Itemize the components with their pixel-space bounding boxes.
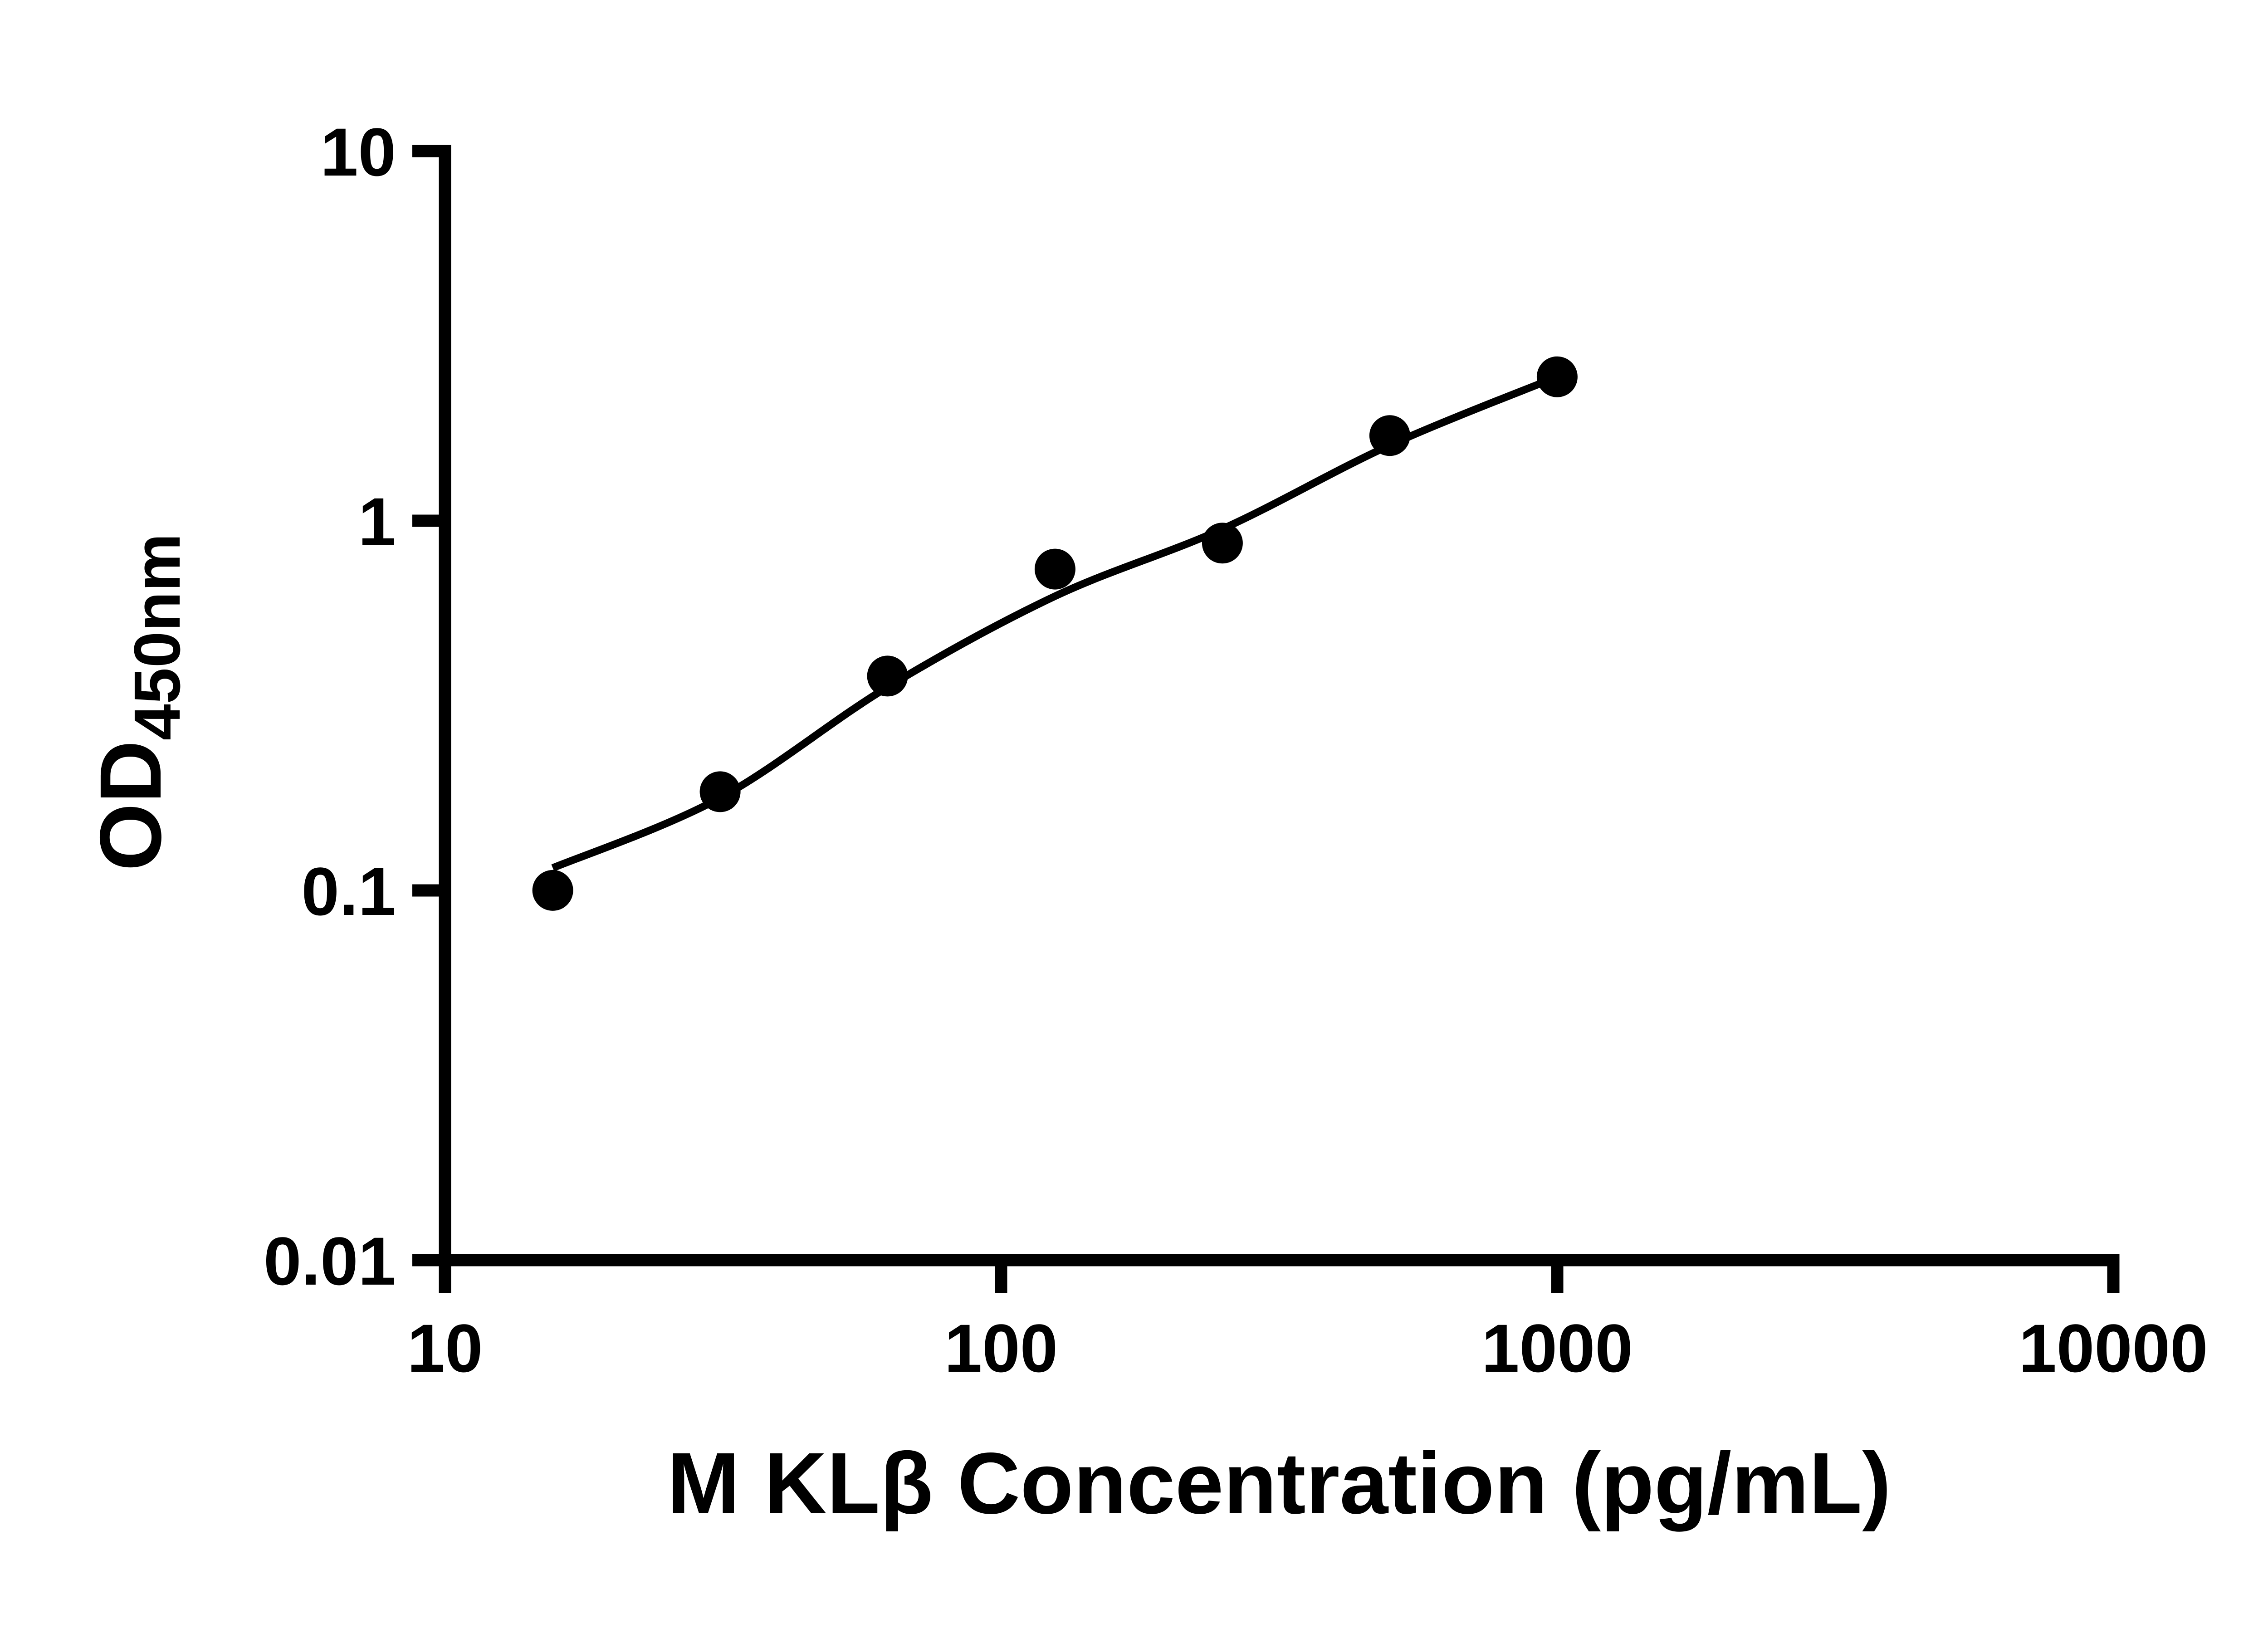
y-tick-label: 0.1 <box>301 853 396 929</box>
data-point <box>1369 415 1410 456</box>
data-point <box>867 655 908 697</box>
y-tick-label: 10 <box>320 114 396 190</box>
x-tick-label: 100 <box>944 1310 1058 1386</box>
data-points-group <box>532 356 1578 911</box>
data-point <box>1034 548 1075 590</box>
x-tick-label: 10 <box>407 1310 483 1386</box>
plot-axes <box>412 145 2120 1293</box>
y-tick-label: 0.01 <box>264 1223 396 1299</box>
data-point <box>532 870 573 911</box>
y-axis-title-main: OD <box>82 740 179 871</box>
y-tick-label: 1 <box>358 484 396 560</box>
x-tick-label: 10000 <box>2019 1310 2208 1386</box>
data-point <box>1536 356 1578 397</box>
y-axis-title: OD450nm <box>82 533 194 871</box>
x-axis-title: M KLβ Concentration (pg/mL) <box>667 1434 1891 1532</box>
y-axis-title-subscript: 450nm <box>121 533 194 740</box>
tick-labels-group: 10 100 1000 10000 10 1 0.1 0.01 <box>264 114 2208 1386</box>
axis-lines <box>439 145 2120 1266</box>
x-tick-label: 1000 <box>1481 1310 1633 1386</box>
data-point <box>1202 523 1243 564</box>
data-point <box>699 771 741 812</box>
